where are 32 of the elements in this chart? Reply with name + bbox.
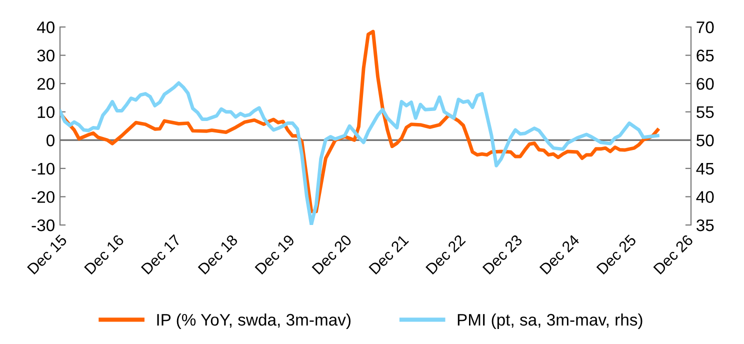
x-tick-label: Dec 16 [84, 234, 124, 275]
y-tick-label: 10 [38, 106, 54, 118]
x-tick-label: Dec 23 [482, 234, 523, 275]
x-tick-label: Dec 18 [198, 234, 238, 275]
y2-tick-label: 55 [696, 106, 714, 118]
x-tick-label: Dec 24 [539, 234, 580, 275]
y-tick-label: 20 [37, 78, 54, 90]
y-tick-label: 40 [36, 21, 54, 34]
y2-tick-label: 60 [696, 78, 714, 90]
x-tick-label: Dec 22 [425, 234, 466, 275]
x-tick-label: Dec 21 [368, 234, 410, 275]
y2-tick-label: 45 [696, 163, 714, 175]
x-tick-label: Dec 25 [596, 234, 637, 275]
line-series [60, 30, 660, 214]
y2-tick-label: 70 [696, 21, 714, 34]
y2-tick-label: 35 [696, 219, 714, 232]
y-tick-label: -10 [32, 162, 54, 175]
y-tick-label: 0 [46, 134, 54, 146]
x-tick-label: Dec 26 [653, 234, 694, 275]
y2-tick-label: 65 [696, 50, 714, 62]
y2-tick-label: 50 [696, 134, 714, 146]
x-tick-label: Dec 15 [27, 234, 68, 275]
legend-label: IP (% YoY, swda, 3m-mav) [157, 313, 350, 329]
legend-label: PMI (pt, sa, 3m-mav, rhs) [458, 313, 642, 329]
y-tick-label: -20 [32, 191, 54, 203]
x-tick-label: Dec 20 [312, 234, 352, 275]
x-tick-label: Dec 17 [140, 234, 182, 275]
x-tick-label: Dec 19 [254, 234, 296, 275]
y2-tick-label: 40 [696, 191, 714, 203]
line-series [60, 81, 660, 225]
y-tick-label: 30 [37, 50, 54, 62]
y-tick-label: -30 [32, 219, 54, 232]
